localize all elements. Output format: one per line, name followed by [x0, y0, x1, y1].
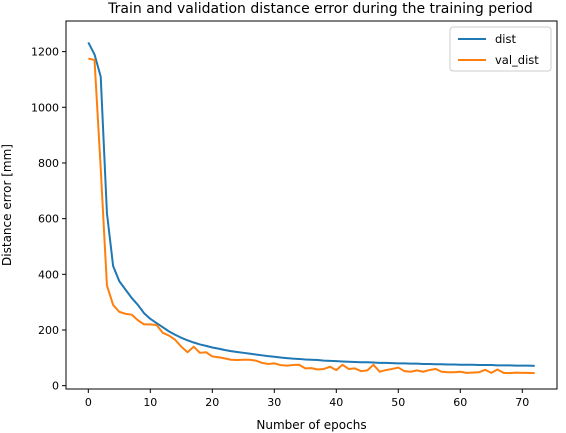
y-axis-label: Distance error [mm]	[0, 144, 14, 266]
y-tick-label: 1000	[31, 101, 59, 114]
y-tick-label: 200	[38, 324, 59, 337]
legend: dist val_dist	[449, 26, 552, 72]
y-tick-label: 600	[38, 213, 59, 226]
x-tick-label: 30	[267, 396, 281, 409]
x-tick-label: 10	[143, 396, 157, 409]
legend-label-val-dist: val_dist	[495, 53, 539, 67]
x-tick-label: 60	[453, 396, 467, 409]
y-tick-label: 1200	[31, 46, 59, 59]
x-tick-label: 0	[85, 396, 92, 409]
chart-title: Train and validation distance error duri…	[107, 1, 533, 17]
x-tick-label: 70	[515, 396, 529, 409]
series-layer	[87, 41, 535, 375]
x-tick-label: 20	[205, 396, 219, 409]
y-tick-label: 0	[52, 380, 59, 393]
series-line-dist	[87, 41, 535, 367]
ticks-layer: 0 10 20 30 40 50 60 70 0 200 400 600 800 1000 1200	[31, 46, 529, 409]
y-tick-label: 400	[38, 268, 59, 281]
y-tick-label: 800	[38, 157, 59, 170]
legend-label-dist: dist	[495, 32, 516, 46]
x-axis-label: Number of epochs	[256, 418, 366, 432]
plot-frame	[65, 20, 558, 390]
x-tick-label: 40	[329, 396, 343, 409]
x-tick-label: 50	[391, 396, 405, 409]
series-line-val-dist	[88, 57, 535, 375]
